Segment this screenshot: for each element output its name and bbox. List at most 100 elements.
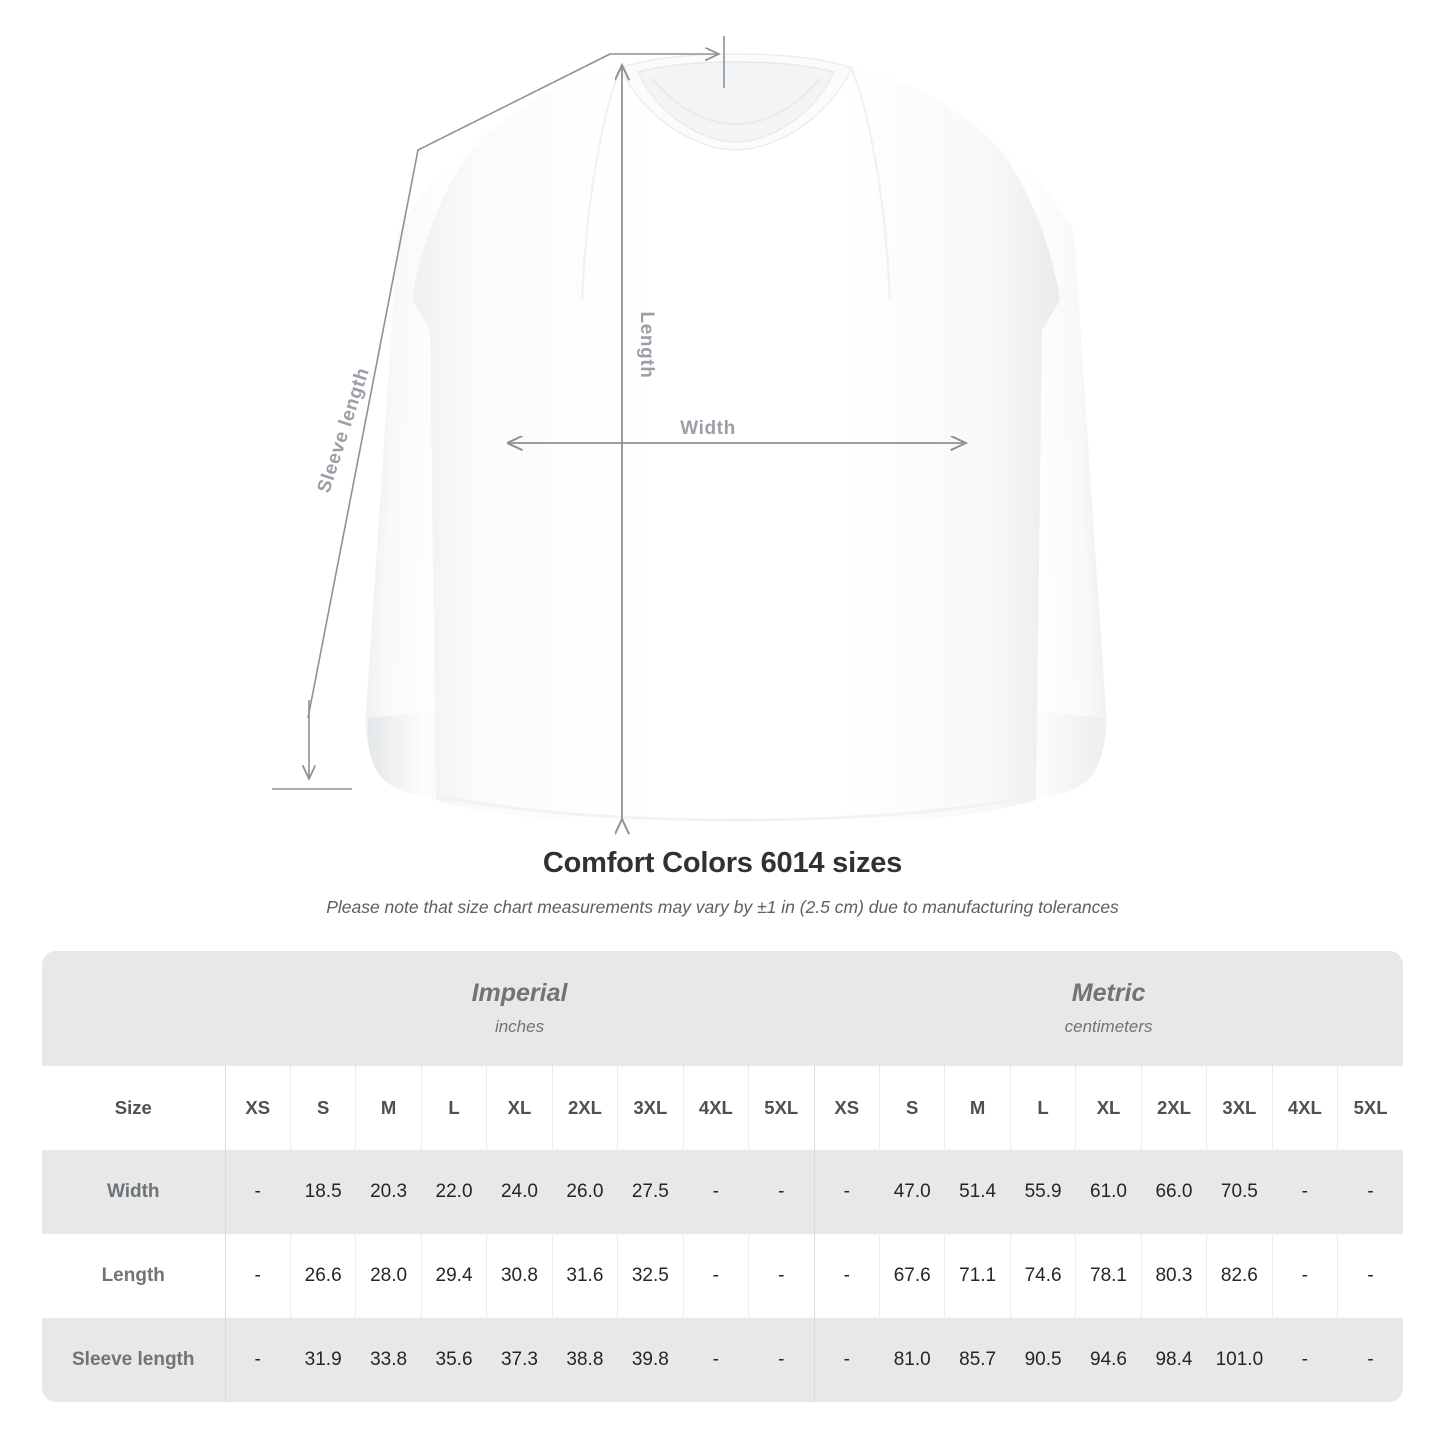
cell-value: 31.9 [289, 1318, 356, 1402]
cell-value: 98.4 [1140, 1318, 1207, 1402]
table-row: Width -18.5 20.3 22.0 24.0 26.0 27.5- - -47.0 51.… [42, 1150, 1404, 1234]
cell-value: 32.5 [617, 1234, 684, 1318]
cell-value: 101.0 [1206, 1318, 1273, 1402]
cell-value: 47.0 [878, 1150, 945, 1234]
cell-value: - [1337, 1234, 1404, 1318]
cell-value: 26.6 [289, 1234, 356, 1318]
cell-value: 90.5 [1009, 1318, 1076, 1402]
cell-value: 70.5 [1206, 1150, 1273, 1234]
header-size-imperial-xs: XS [224, 1066, 291, 1150]
cell-value: - [224, 1234, 291, 1318]
cell-value: - [748, 1150, 815, 1234]
cell-value: 35.6 [420, 1318, 487, 1402]
sleeve-length-label: Sleeve length [314, 365, 374, 495]
unit-group-name: Imperial [471, 978, 568, 1007]
cell-value: 78.1 [1075, 1234, 1142, 1318]
cell-value: 30.8 [486, 1234, 553, 1318]
cell-value: 61.0 [1075, 1150, 1142, 1234]
size-header-row: Size XS S M L XL 2XL 3XL 4XL 5XL XS S M L XL 2XL 3XL 4XL 5… [42, 1066, 1404, 1150]
cell-value: 29.4 [420, 1234, 487, 1318]
garment-diagram: Sleeve length Length Width [272, 36, 1107, 840]
cell-value: 27.5 [617, 1150, 684, 1234]
cell-value: 26.0 [551, 1150, 618, 1234]
unit-group-metric: Metric centimeters [814, 951, 1404, 1066]
size-table-container: Imperial inches Metric centimeters Size XS S M L… [42, 951, 1404, 1402]
header-size-metric-4xl: 4XL [1271, 1066, 1338, 1150]
header-size-metric-xl: XL [1075, 1066, 1142, 1150]
cell-value: - [813, 1150, 880, 1234]
cell-value: - [1271, 1150, 1338, 1234]
unit-band-row: Imperial inches Metric centimeters [42, 951, 1404, 1066]
cell-value: 38.8 [551, 1318, 618, 1402]
unit-band-spacer [42, 951, 225, 1066]
cell-value: 85.7 [944, 1318, 1011, 1402]
page-title: Comfort Colors 6014 sizes [542, 847, 903, 879]
cell-value: 81.0 [878, 1318, 945, 1402]
width-label: Width [680, 418, 736, 439]
cell-value: - [1271, 1234, 1338, 1318]
cell-value: - [813, 1318, 880, 1402]
cell-value: 18.5 [289, 1150, 356, 1234]
cell-value: 66.0 [1140, 1150, 1207, 1234]
cell-value: 67.6 [878, 1234, 945, 1318]
cell-value: 33.8 [355, 1318, 422, 1402]
row-label-sleeve-length: Sleeve length [42, 1318, 225, 1402]
header-size-imperial-4xl: 4XL [682, 1066, 749, 1150]
header-size-metric-s: S [878, 1066, 945, 1150]
header-size-metric-5xl: 5XL [1337, 1066, 1404, 1150]
cell-value: 20.3 [355, 1150, 422, 1234]
cell-value: - [1337, 1150, 1404, 1234]
table-row: Length -26.6 28.0 29.4 30.8 31.6 32.5- - -67.6 71… [42, 1234, 1404, 1318]
cell-value: 71.1 [944, 1234, 1011, 1318]
header-size-imperial-s: S [289, 1066, 356, 1150]
header-size-imperial-5xl: 5XL [748, 1066, 815, 1150]
row-label-width: Width [42, 1150, 225, 1234]
header-size-metric-2xl: 2XL [1140, 1066, 1207, 1150]
unit-group-sublabel: centimeters [1064, 1016, 1153, 1036]
cell-value: 55.9 [1009, 1150, 1076, 1234]
cell-value: 82.6 [1206, 1234, 1273, 1318]
size-table: Imperial inches Metric centimeters Size XS S M L… [42, 951, 1404, 1402]
header-size-imperial-m: M [355, 1066, 422, 1150]
length-label: Length [636, 312, 657, 379]
cell-value: - [224, 1318, 291, 1402]
cell-value: - [682, 1234, 749, 1318]
table-row: Sleeve length -31.9 33.8 35.6 37.3 38.8 39.8- -… [42, 1318, 1404, 1402]
cell-value: - [682, 1318, 749, 1402]
header-size-metric-m: M [944, 1066, 1011, 1150]
cell-value: 24.0 [486, 1150, 553, 1234]
title-block: Comfort Colors 6014 sizes Please note th… [0, 845, 1445, 919]
cell-value: - [1337, 1318, 1404, 1402]
header-size-imperial-l: L [420, 1066, 487, 1150]
header-size-metric-xs: XS [813, 1066, 880, 1150]
unit-group-sublabel: inches [494, 1016, 545, 1036]
header-size-label: Size [42, 1066, 225, 1150]
header-size-metric-l: L [1009, 1066, 1076, 1150]
cell-value: 80.3 [1140, 1234, 1207, 1318]
header-size-imperial-xl: XL [486, 1066, 553, 1150]
cell-value: 31.6 [551, 1234, 618, 1318]
cell-value: - [224, 1150, 291, 1234]
cell-value: - [1271, 1318, 1338, 1402]
tolerance-note: Please note that size chart measurements… [326, 897, 1119, 917]
unit-group-imperial: Imperial inches [225, 951, 815, 1066]
cell-value: 94.6 [1075, 1318, 1142, 1402]
cell-value: - [682, 1150, 749, 1234]
cell-value: 22.0 [420, 1150, 487, 1234]
cell-value: 28.0 [355, 1234, 422, 1318]
header-size-metric-3xl: 3XL [1206, 1066, 1273, 1150]
unit-group-name: Metric [1071, 978, 1146, 1007]
cell-value: - [748, 1318, 815, 1402]
cell-value: 39.8 [617, 1318, 684, 1402]
garment-illustration [365, 53, 1107, 826]
cell-value: 51.4 [944, 1150, 1011, 1234]
cell-value: - [813, 1234, 880, 1318]
cell-value: - [748, 1234, 815, 1318]
row-label-length: Length [42, 1234, 225, 1318]
width-dimension: Width [509, 418, 965, 443]
header-size-imperial-2xl: 2XL [551, 1066, 618, 1150]
cell-value: 74.6 [1009, 1234, 1076, 1318]
header-size-imperial-3xl: 3XL [617, 1066, 684, 1150]
cell-value: 37.3 [486, 1318, 553, 1402]
